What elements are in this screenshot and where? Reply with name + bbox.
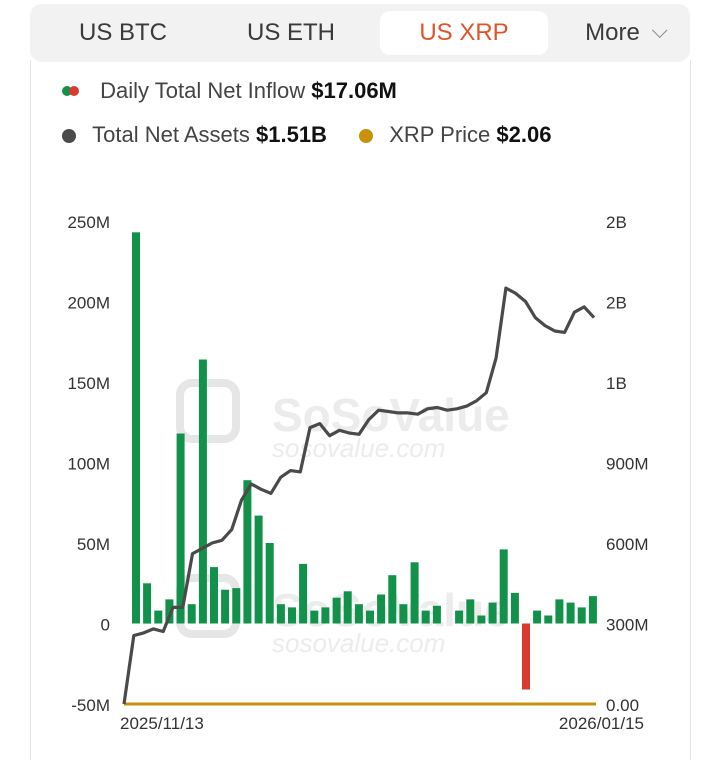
inflow-bar xyxy=(310,610,319,624)
inflow-bar xyxy=(388,575,397,624)
inflow-bar xyxy=(354,604,363,624)
legend-inflow: Daily Total Net Inflow $17.06M xyxy=(62,78,397,104)
inflow-bar xyxy=(232,588,241,624)
left-tick-label: -50M xyxy=(71,696,110,715)
inflow-bar xyxy=(410,562,419,624)
inflow-bar xyxy=(533,610,542,624)
etf-flow-chart: SoSoValuesosovalue.comSoSoValuesosovalue… xyxy=(67,213,649,733)
inflow-bar xyxy=(588,596,597,624)
inflow-bar xyxy=(366,610,374,624)
price-label: XRP Price xyxy=(389,122,491,147)
assets-value: $1.51B xyxy=(256,122,327,147)
price-legend-icon xyxy=(359,129,374,144)
left-tick-label: 0 xyxy=(101,616,110,635)
inflow-bar xyxy=(265,543,274,624)
x-tick-label-end: 2026/01/15 xyxy=(559,714,644,733)
left-tick-label: 150M xyxy=(67,374,110,393)
inflow-bar xyxy=(488,602,497,624)
inflow-bar xyxy=(466,599,475,624)
inflow-bars xyxy=(132,232,597,690)
chart-card xyxy=(30,60,691,760)
inflow-bar xyxy=(510,592,519,624)
inflow-bar xyxy=(143,583,152,624)
inflow-bar xyxy=(432,605,441,624)
inflow-bar xyxy=(577,607,586,624)
left-axis: 250M 200M 150M 100M 50M 0 -50M xyxy=(67,213,110,715)
inflow-bar xyxy=(343,591,352,624)
total-net-assets-line xyxy=(122,286,596,705)
tab-more[interactable]: More xyxy=(558,11,688,55)
left-tick-label: 250M xyxy=(67,213,110,232)
etf-tab-bar: US BTC US ETH US XRP More xyxy=(30,4,690,62)
right-tick-label: 2B xyxy=(606,294,627,313)
inflow-bar xyxy=(566,602,575,624)
inflow-bar xyxy=(455,610,464,624)
inflow-bar xyxy=(477,615,486,624)
inflow-bar xyxy=(399,604,408,624)
series-lines xyxy=(122,286,596,706)
inflow-bar xyxy=(154,610,163,624)
right-tick-label: 300M xyxy=(606,616,649,635)
inflow-bar xyxy=(377,594,386,624)
inflow-bar xyxy=(499,549,508,624)
right-tick-label: 900M xyxy=(606,455,649,474)
inflow-bar xyxy=(165,599,174,624)
watermark-site: sosovalue.com xyxy=(272,628,445,658)
inflow-bar xyxy=(187,604,196,624)
inflow-bar xyxy=(522,623,530,690)
inflow-bar xyxy=(198,359,207,624)
inflow-value: $17.06M xyxy=(311,78,397,103)
inflow-label: Daily Total Net Inflow xyxy=(100,78,306,103)
inflow-bar xyxy=(321,607,330,624)
x-axis: 2025/11/13 2026/01/15 xyxy=(120,714,644,733)
legend-assets-price: Total Net Assets $1.51B XRP Price $2.06 xyxy=(62,122,551,148)
inflow-bar xyxy=(421,610,430,624)
inflow-bar xyxy=(210,567,218,624)
right-tick-label: 1B xyxy=(606,374,627,393)
x-tick-label-start: 2025/11/13 xyxy=(120,714,204,733)
inflow-bar xyxy=(288,607,296,624)
inflow-bar xyxy=(132,232,140,624)
inflow-bar xyxy=(555,599,564,624)
watermark-brand: SoSoValue xyxy=(272,389,510,441)
right-tick-label: 0.00 xyxy=(606,696,639,715)
inflow-bar xyxy=(243,480,252,624)
inflow-legend-icon xyxy=(62,86,84,98)
inflow-bar xyxy=(332,597,341,624)
right-tick-label: 600M xyxy=(606,535,649,554)
tab-us-btc[interactable]: US BTC xyxy=(78,19,167,46)
inflow-bar xyxy=(299,563,308,624)
assets-legend-icon xyxy=(62,129,76,144)
inflow-bar xyxy=(254,515,263,624)
tab-us-eth[interactable]: US ETH xyxy=(246,19,335,46)
left-tick-label: 50M xyxy=(77,535,110,554)
tab-more-label: More xyxy=(585,19,640,46)
inflow-bar xyxy=(276,604,285,624)
inflow-bar xyxy=(176,433,185,624)
left-tick-label: 200M xyxy=(67,294,110,313)
assets-label: Total Net Assets xyxy=(92,122,250,147)
right-tick-label: 2B xyxy=(606,213,627,232)
price-value: $2.06 xyxy=(496,122,552,147)
watermark-logo-icon xyxy=(176,379,240,443)
watermark-site: sosovalue.com xyxy=(272,433,445,463)
tab-us-xrp[interactable]: US XRP xyxy=(380,11,548,55)
inflow-bar xyxy=(544,615,553,624)
left-tick-label: 100M xyxy=(67,455,110,474)
right-axis: 2B 2B 1B 900M 600M 300M 0.00 xyxy=(606,213,649,715)
inflow-bar xyxy=(221,589,230,624)
